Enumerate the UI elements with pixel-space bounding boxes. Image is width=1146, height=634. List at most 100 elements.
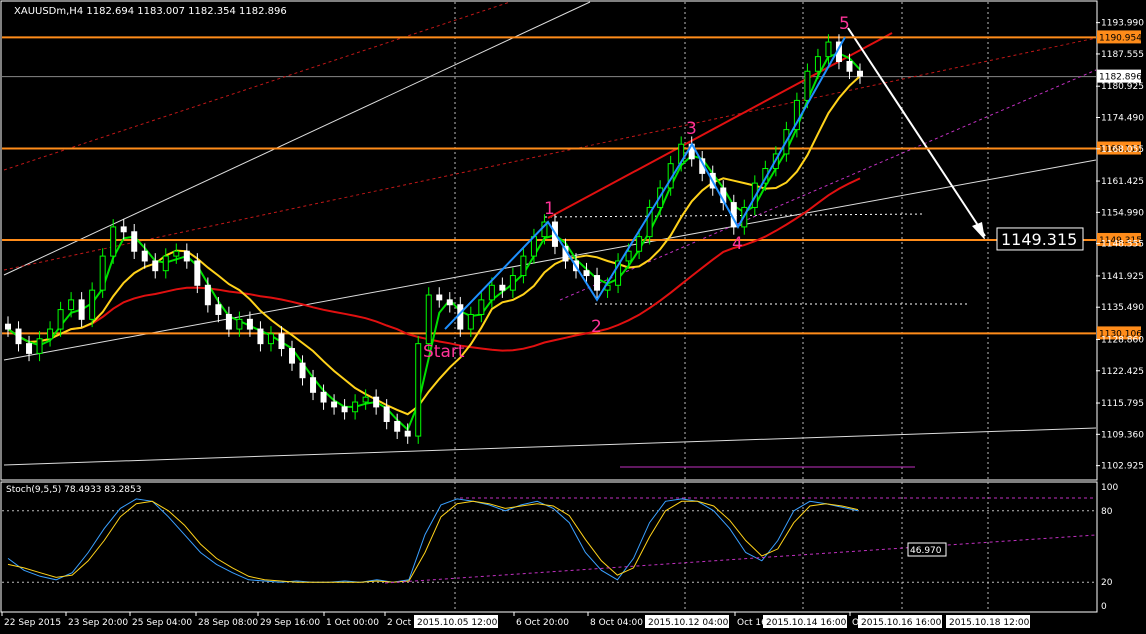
candle-body bbox=[225, 313, 232, 330]
candle-body bbox=[173, 250, 180, 257]
candle-body bbox=[99, 255, 106, 291]
candle-body bbox=[246, 318, 253, 330]
trendline bbox=[3, 159, 1097, 361]
candle-body bbox=[825, 41, 832, 58]
candle-body bbox=[488, 284, 495, 301]
level-label: 1168.111 bbox=[1099, 145, 1142, 155]
trendline bbox=[3, 427, 1097, 466]
target-price-box[interactable] bbox=[996, 227, 1084, 251]
candle-body bbox=[267, 333, 274, 345]
candle-body bbox=[446, 299, 453, 306]
level-tag bbox=[1097, 30, 1141, 44]
wave-label: 4 bbox=[732, 234, 743, 254]
stoch-signal-line bbox=[7, 500, 859, 583]
candle-body bbox=[362, 396, 369, 403]
candle-body bbox=[278, 333, 285, 350]
time-label-box bbox=[763, 615, 847, 628]
candle-body bbox=[583, 270, 590, 277]
price-tick-label: 1168.055 bbox=[1101, 145, 1144, 155]
price-tick-label: 1109.360 bbox=[1101, 430, 1144, 440]
candle-body bbox=[26, 343, 33, 354]
candlesticks bbox=[5, 34, 863, 444]
candle-body bbox=[457, 304, 464, 330]
wave-label: Start bbox=[423, 342, 465, 362]
time-label-box bbox=[645, 615, 729, 628]
stochastic-oscillator: 46.970 100 80 20 0 bbox=[7, 483, 1118, 612]
time-label: 23 Sep 20:00 bbox=[68, 618, 128, 628]
arrow-head bbox=[972, 222, 985, 240]
candle-body bbox=[857, 70, 863, 77]
candle-body bbox=[110, 226, 117, 257]
candle-body bbox=[383, 406, 390, 422]
target-arrow bbox=[847, 27, 986, 237]
candle-body bbox=[320, 391, 327, 403]
price-tick-label: 1161.425 bbox=[1101, 177, 1144, 187]
time-label: 25 Sep 04:00 bbox=[132, 618, 192, 628]
candle-body bbox=[509, 275, 516, 291]
candle-body bbox=[299, 362, 306, 379]
price-tick-label: 1148.555 bbox=[1101, 240, 1144, 250]
stoch-value-box bbox=[907, 542, 947, 557]
time-label-box bbox=[414, 615, 498, 628]
candle-body bbox=[236, 318, 243, 330]
candle-body bbox=[204, 284, 211, 306]
grid bbox=[2, 2, 1096, 612]
candle-body bbox=[436, 294, 443, 301]
candle-body bbox=[520, 255, 527, 277]
candle-body bbox=[331, 401, 338, 408]
level-label: 1130.106 bbox=[1099, 329, 1142, 339]
elliott-wave-lines: Start 1 2 3 4 5 1149.315 bbox=[423, 14, 1084, 362]
level-tag bbox=[1097, 326, 1141, 340]
candle-body bbox=[15, 328, 22, 345]
support-resistance-levels[interactable]: 1190.954 1168.111 1149.315 1130.106 bbox=[2, 30, 1142, 340]
ma-slow-line bbox=[7, 177, 861, 352]
wave-label: 3 bbox=[686, 119, 697, 139]
candle-body bbox=[394, 420, 401, 432]
candle-body bbox=[68, 299, 75, 311]
candle-body bbox=[162, 255, 169, 272]
candle-body bbox=[47, 328, 54, 340]
candle-body bbox=[594, 275, 601, 291]
time-label-box bbox=[946, 615, 1030, 628]
candle-body bbox=[78, 299, 85, 320]
time-boxed-label: 2015.10.05 12:00 bbox=[417, 618, 498, 628]
candle-body bbox=[352, 401, 359, 413]
channel-line bbox=[3, 1, 511, 171]
price-tick-label: 1115.795 bbox=[1101, 399, 1144, 409]
candle-body bbox=[467, 313, 474, 330]
current-price-tag bbox=[1097, 69, 1141, 83]
time-axis: 22 Sep 2015 23 Sep 20:00 25 Sep 04:00 28 Se… bbox=[1, 612, 1030, 628]
candle-body bbox=[404, 430, 411, 437]
price-tick-label: 1141.925 bbox=[1101, 272, 1144, 282]
candle-body bbox=[57, 309, 64, 330]
time-label: Oct 16:00 bbox=[737, 618, 782, 628]
price-tick-label: 1135.490 bbox=[1101, 303, 1144, 313]
level-tag bbox=[1097, 232, 1141, 246]
candle-body bbox=[846, 61, 853, 72]
candle-body bbox=[36, 338, 43, 354]
level-label: 1149.315 bbox=[1099, 236, 1142, 246]
wave-label: 1 bbox=[544, 199, 555, 219]
red-channel-upper bbox=[547, 32, 893, 219]
candle-body bbox=[625, 250, 632, 262]
trendlines bbox=[3, 1, 1097, 468]
wave-path bbox=[444, 36, 846, 330]
candle-body bbox=[120, 226, 127, 233]
stoch-axis-label: 80 bbox=[1101, 507, 1113, 517]
price-tick-label: 1122.425 bbox=[1101, 367, 1144, 377]
price-tick-label: 1193.990 bbox=[1101, 19, 1144, 29]
price-tick-label: 1174.490 bbox=[1101, 114, 1144, 124]
candle-body bbox=[141, 250, 148, 262]
price-axis: 1193.990 1187.555 1180.925 1174.490 1168.055… bbox=[1096, 19, 1144, 472]
candle-body bbox=[341, 406, 348, 413]
channel-line bbox=[3, 37, 1097, 271]
candle-body bbox=[425, 294, 432, 345]
candle-body bbox=[373, 396, 380, 408]
time-label: 22 Sep 2015 bbox=[4, 618, 61, 628]
candle-body bbox=[814, 56, 821, 72]
price-tick-label: 1128.860 bbox=[1101, 335, 1144, 345]
time-boxed-label: 2015.10.18 12:00 bbox=[949, 618, 1030, 628]
candle-body bbox=[5, 323, 11, 330]
wave-label: 2 bbox=[591, 317, 602, 337]
